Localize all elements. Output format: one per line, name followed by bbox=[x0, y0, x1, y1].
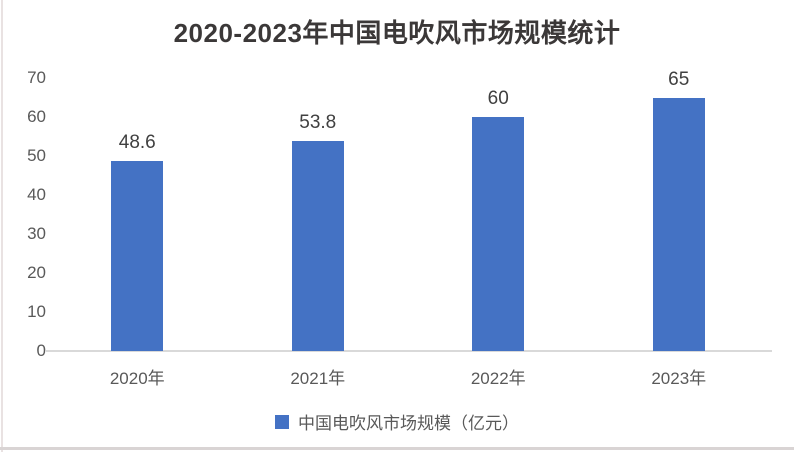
bar-value-label: 48.6 bbox=[118, 132, 156, 154]
legend: 中国电吹风市场规模（亿元） bbox=[0, 409, 794, 434]
bar-value-label: 53.8 bbox=[299, 112, 337, 134]
y-tick-label: 50 bbox=[27, 146, 46, 165]
y-tick-label: 40 bbox=[27, 185, 46, 204]
bottom-edge-line bbox=[0, 447, 794, 450]
chart-title: 2020-2023年中国电吹风市场规模统计 bbox=[173, 18, 621, 48]
bar bbox=[472, 117, 525, 351]
bar bbox=[291, 141, 344, 351]
left-edge-line bbox=[1, 0, 3, 452]
x-axis-label: 2020年 bbox=[109, 369, 165, 388]
y-tick-label: 60 bbox=[27, 107, 46, 126]
bar-value-label: 65 bbox=[668, 68, 690, 90]
x-axis-label: 2022年 bbox=[470, 369, 526, 388]
y-tick-label: 20 bbox=[27, 263, 46, 282]
y-tick-label: 10 bbox=[27, 302, 46, 321]
y-tick-label: 0 bbox=[36, 341, 46, 360]
bar bbox=[652, 97, 705, 351]
legend-marker-square-icon bbox=[275, 414, 289, 429]
x-axis-line bbox=[46, 350, 772, 352]
x-axis-label: 2021年 bbox=[290, 369, 346, 388]
bar-value-label: 60 bbox=[487, 88, 509, 109]
x-axis-label: 2023年 bbox=[651, 369, 707, 388]
y-tick-label: 30 bbox=[27, 224, 46, 243]
bar bbox=[111, 161, 164, 351]
y-tick-label: 70 bbox=[27, 68, 46, 87]
legend-label: 中国电吹风市场规模（亿元） bbox=[298, 414, 519, 433]
